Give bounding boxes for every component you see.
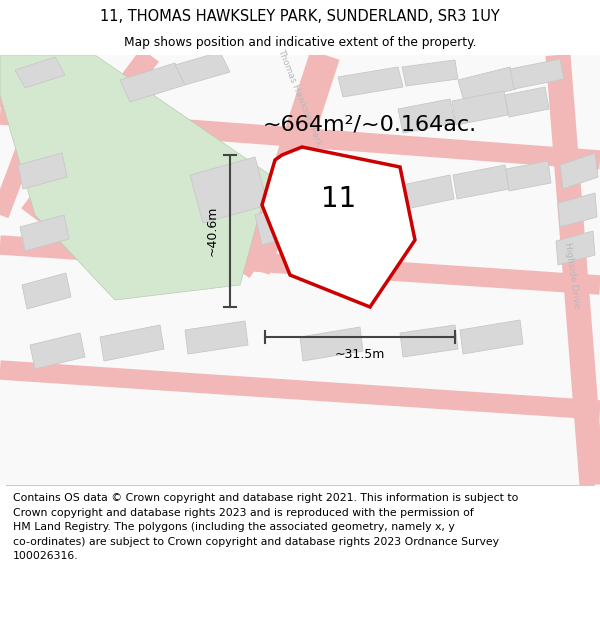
Text: Map shows position and indicative extent of the property.: Map shows position and indicative extent… [124,36,476,49]
Text: 11, THOMAS HAWKSLEY PARK, SUNDERLAND, SR3 1UY: 11, THOMAS HAWKSLEY PARK, SUNDERLAND, SR… [100,9,500,24]
Polygon shape [190,157,268,223]
Polygon shape [262,147,415,307]
Text: 11: 11 [321,184,356,213]
Polygon shape [402,175,454,209]
Polygon shape [556,231,595,265]
Text: Highside Drive: Highside Drive [563,241,581,309]
Polygon shape [505,87,549,117]
Polygon shape [300,327,363,361]
Polygon shape [120,63,185,102]
Polygon shape [402,60,458,86]
Polygon shape [30,333,85,369]
Polygon shape [175,52,230,85]
Polygon shape [452,91,508,125]
Text: ~40.6m: ~40.6m [205,206,218,256]
Polygon shape [185,321,248,354]
Polygon shape [100,325,164,361]
Text: Thomas Hawksley Park: Thomas Hawksley Park [277,47,323,147]
Polygon shape [460,320,523,354]
Polygon shape [22,273,71,309]
Polygon shape [15,57,65,88]
Polygon shape [255,199,322,245]
Polygon shape [458,67,516,102]
Polygon shape [558,193,597,227]
Polygon shape [0,55,270,300]
Polygon shape [400,325,458,357]
Polygon shape [510,59,564,89]
Polygon shape [398,99,455,133]
Polygon shape [18,153,67,189]
Text: Contains OS data © Crown copyright and database right 2021. This information is : Contains OS data © Crown copyright and d… [13,493,518,561]
Polygon shape [20,215,69,251]
Text: ~664m²/~0.164ac.: ~664m²/~0.164ac. [263,115,477,135]
Polygon shape [560,153,598,189]
Polygon shape [506,161,551,191]
Polygon shape [453,165,509,199]
Text: ~31.5m: ~31.5m [335,349,385,361]
Polygon shape [338,67,403,97]
